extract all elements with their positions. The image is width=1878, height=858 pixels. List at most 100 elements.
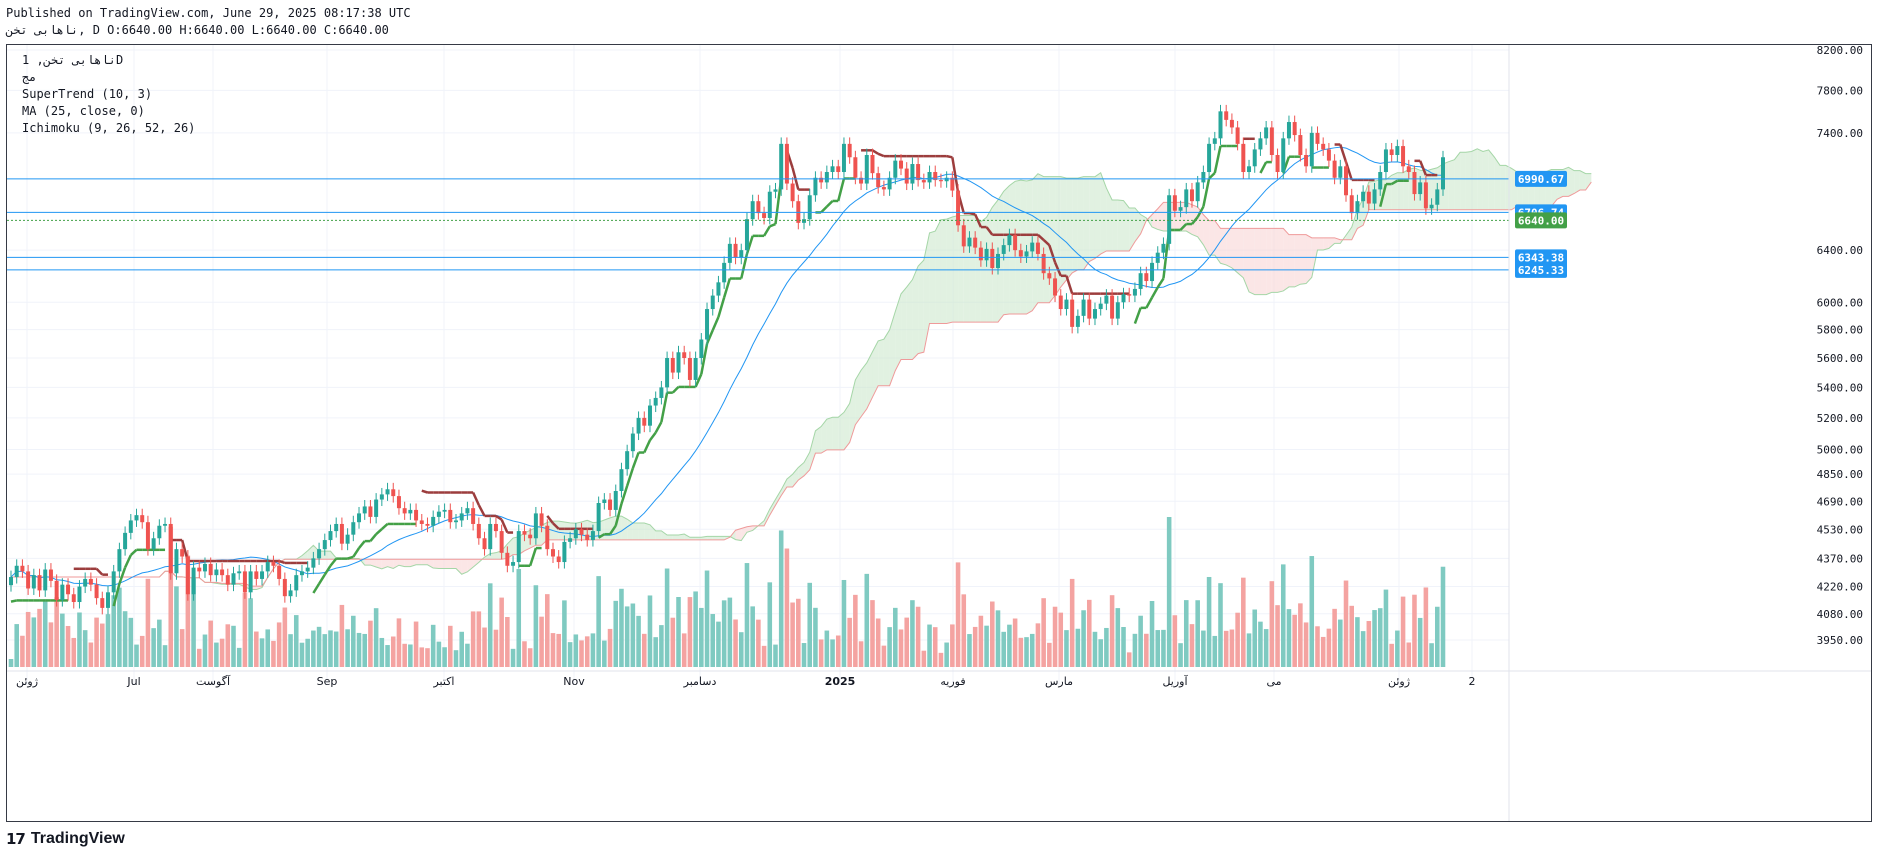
tradingview-logo[interactable]: 𝟭𝟳 TradingView — [6, 830, 125, 848]
price-tick-label: 4690.00 — [1817, 495, 1863, 508]
supertrend-segment — [745, 235, 754, 255]
candle-body — [1047, 273, 1052, 279]
cloud-segment — [438, 559, 445, 569]
volume-bar — [1377, 608, 1383, 667]
volume-bar — [499, 597, 504, 667]
candle-body — [1383, 149, 1388, 173]
volume-bar — [493, 629, 499, 667]
candle-body — [180, 549, 185, 557]
candle-body — [208, 563, 213, 576]
candle-body — [1098, 303, 1103, 310]
cloud-segment — [849, 379, 856, 443]
price-levels — [7, 178, 1509, 271]
cloud-segment — [912, 266, 919, 360]
volume-bar — [1218, 583, 1223, 667]
candle-body — [773, 189, 778, 192]
cloud-segment — [324, 551, 331, 560]
legend-ma[interactable]: MA (25, close, 0) — [22, 104, 145, 118]
cloud-segment — [1186, 202, 1192, 235]
volume-bar — [1104, 627, 1109, 667]
chart-area[interactable]: 8200.00 7800.00 7400.00 6400.00 6000.00 5800.… — [6, 44, 1872, 822]
cloud-segment — [935, 219, 941, 324]
candle-body — [682, 352, 687, 359]
cloud-segment — [1460, 152, 1466, 210]
cloud-segment — [1089, 176, 1095, 262]
volume-bar — [881, 645, 887, 667]
candle-body — [722, 262, 727, 283]
volume-bar — [641, 633, 647, 667]
price-tick-label: 4080.00 — [1817, 608, 1863, 621]
cloud-segment — [764, 509, 770, 526]
supertrend-segment — [763, 225, 771, 237]
volume-bars — [8, 517, 1446, 667]
cloud-segment — [775, 489, 782, 506]
price-badge-label: 6245.33 — [1518, 264, 1564, 277]
volume-bar — [111, 595, 116, 667]
candle-body — [442, 509, 447, 512]
cloud-segment — [1020, 180, 1027, 315]
volume-bar — [950, 624, 955, 667]
supertrend-segment — [1202, 178, 1211, 207]
supertrend-segment — [352, 547, 361, 558]
supertrend-segment — [597, 533, 605, 539]
volume-bar — [265, 629, 271, 667]
supertrend-segment — [477, 504, 486, 517]
supertrend-segment — [1191, 216, 1199, 225]
cloud-segment — [1226, 228, 1232, 268]
candle-body — [876, 173, 881, 188]
volume-bar — [978, 615, 984, 667]
volume-bar — [1007, 624, 1012, 667]
volume-bar — [944, 642, 949, 667]
cloud-segment — [1249, 228, 1255, 295]
cloud-segment — [1317, 237, 1324, 250]
volume-bar — [1366, 621, 1372, 667]
volume-bar — [607, 628, 613, 667]
supertrend-segment — [329, 557, 338, 567]
candle-body — [402, 508, 407, 514]
volume-bar — [687, 597, 693, 667]
volume-bar — [807, 582, 813, 667]
volume-bar — [522, 641, 527, 667]
cloud-segment — [1266, 228, 1272, 295]
volume-bar — [1012, 618, 1018, 667]
candle-body — [237, 571, 242, 574]
candle-body — [1195, 182, 1200, 202]
price-chart[interactable]: 8200.00 7800.00 7400.00 6400.00 6000.00 5800.… — [7, 45, 1871, 821]
candle-body — [277, 565, 282, 579]
cloud-segment — [712, 536, 719, 540]
candle-body — [1412, 172, 1417, 195]
volume-bar — [767, 582, 773, 667]
candle-body — [585, 534, 590, 541]
volume-bar — [1406, 642, 1412, 667]
candle-body — [1064, 299, 1069, 310]
candle-body — [596, 502, 601, 532]
volume-bar — [368, 620, 373, 667]
legend-ichimoku[interactable]: Ichimoku (9, 26, 52, 26) — [22, 121, 196, 135]
volume-bar — [830, 639, 835, 667]
candle-body — [647, 405, 652, 426]
volume-bar — [105, 614, 111, 667]
candle-body — [1184, 189, 1189, 208]
candle-body — [944, 177, 949, 182]
time-tick-label: Nov — [563, 675, 585, 688]
candle-body — [1344, 166, 1349, 196]
volume-bar — [1280, 564, 1286, 667]
candle-body — [1150, 262, 1155, 282]
candle-body — [202, 563, 207, 572]
volume-bar — [31, 617, 37, 667]
candle-body — [767, 191, 772, 218]
legend-supertrend[interactable]: SuperTrend (10, 3) — [22, 87, 153, 101]
volume-bar — [259, 638, 265, 667]
volume-bar — [870, 600, 875, 667]
cloud-segment — [975, 215, 981, 323]
volume-bar — [185, 555, 191, 667]
price-tick-label: 5000.00 — [1817, 444, 1863, 457]
volume-bar — [94, 617, 99, 667]
candle-body — [1298, 135, 1303, 156]
candle-body — [334, 523, 339, 532]
candle-body — [1281, 138, 1286, 173]
volume-bar — [413, 621, 419, 667]
volume-bar — [14, 624, 19, 667]
candle-body — [408, 509, 413, 514]
volume-bar — [1292, 614, 1297, 667]
